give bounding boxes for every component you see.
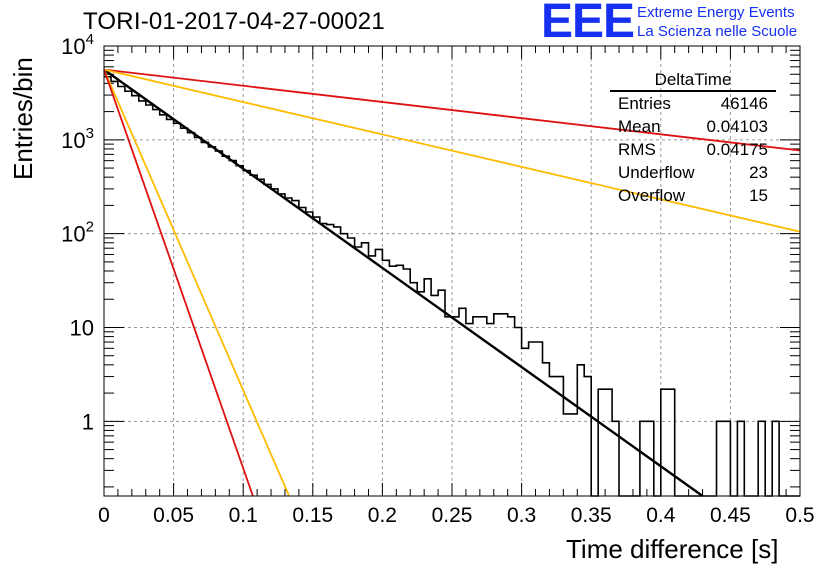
logo-line-2: La Scienza nelle Scuole xyxy=(637,23,798,40)
eee-logo: EEE xyxy=(541,0,635,48)
logo-line-1: Extreme Energy Events xyxy=(637,4,795,21)
x-tick-label: 0.45 xyxy=(710,504,751,527)
stats-label: Entries xyxy=(618,94,671,113)
stats-label: Underflow xyxy=(618,163,695,182)
stats-value: 0.04175 xyxy=(706,140,768,159)
stats-label: RMS xyxy=(618,140,656,159)
stats-value: 0.04103 xyxy=(706,117,768,136)
x-tick-label: 0.05 xyxy=(153,504,194,527)
x-tick-label: 0 xyxy=(98,504,110,527)
x-tick-label: 0.15 xyxy=(292,504,333,527)
y-tick-label: 1 xyxy=(82,409,94,434)
y-tick-label: 103 xyxy=(61,125,94,153)
x-tick-label: 0.4 xyxy=(646,504,676,527)
y-tick-label: 102 xyxy=(61,219,94,247)
stats-row-overflow: Overflow 15 xyxy=(610,184,776,207)
stats-value: 46146 xyxy=(720,94,768,113)
fit-line xyxy=(103,69,254,497)
x-tick-label: 0.3 xyxy=(507,504,536,527)
y-tick-label: 104 xyxy=(61,31,94,59)
stats-label: Mean xyxy=(618,117,661,136)
plot-frame xyxy=(103,45,801,497)
x-axis-ticks: 0 0.05 0.1 0.15 0.2 0.25 0.3 0.35 0.4 0.45 0.5 xyxy=(98,46,815,527)
stats-box: DeltaTime Entries 46146 Mean 0.04103 RMS… xyxy=(610,70,776,207)
stats-value: 15 xyxy=(749,186,768,205)
grid-lines xyxy=(104,46,800,496)
fit-line xyxy=(103,68,801,233)
x-tick-label: 0.5 xyxy=(785,504,814,527)
x-tick-label: 0.35 xyxy=(571,504,612,527)
x-axis-label: Time difference [s] xyxy=(566,534,779,564)
fit-line xyxy=(103,68,704,497)
stats-row-entries: Entries 46146 xyxy=(610,92,776,115)
x-tick-label: 0.1 xyxy=(229,504,258,527)
y-axis-ticks: 1 10 102 103 104 xyxy=(61,31,800,488)
x-tick-label: 0.25 xyxy=(432,504,473,527)
fit-line xyxy=(103,69,290,497)
fit-curves xyxy=(103,68,801,497)
y-axis-label: Entries/bin xyxy=(8,57,38,180)
stats-row-mean: Mean 0.04103 xyxy=(610,115,776,138)
x-tick-label: 0.2 xyxy=(368,504,397,527)
fit-line xyxy=(103,68,801,152)
stats-row-rms: RMS 0.04175 xyxy=(610,138,776,161)
stats-value: 23 xyxy=(749,163,768,182)
y-tick-label: 10 xyxy=(70,315,94,340)
stats-label: Overflow xyxy=(618,186,686,205)
stats-row-underflow: Underflow 23 xyxy=(610,161,776,184)
histogram-steps xyxy=(104,76,800,497)
run-title: TORI-01-2017-04-27-00021 xyxy=(83,8,385,35)
stats-histogram-name: DeltaTime xyxy=(610,70,776,92)
